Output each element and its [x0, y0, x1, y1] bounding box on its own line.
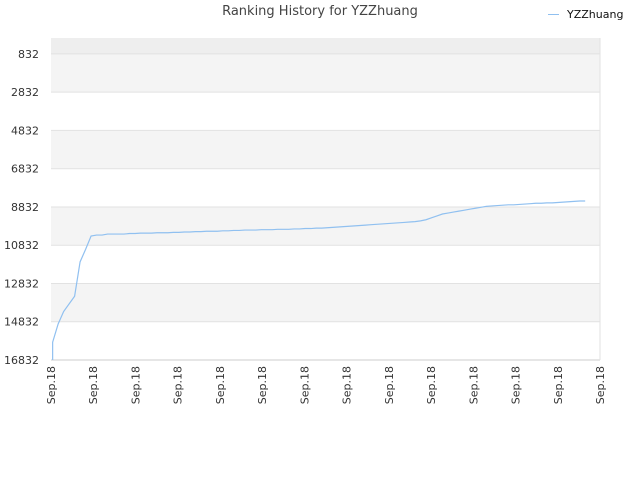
y-tick-label: 832: [18, 48, 39, 61]
plot-band: [51, 38, 600, 54]
plot-band: [51, 168, 600, 207]
x-tick-label: Sep.18: [129, 366, 142, 404]
x-tick-label: Sep.18: [256, 366, 269, 404]
plot-band: [51, 130, 600, 169]
x-tick-label: Sep.18: [383, 366, 396, 404]
axes: [51, 38, 601, 361]
y-tick-label: 8832: [11, 201, 39, 214]
x-tick-label: Sep.18: [467, 366, 480, 404]
plot-band: [51, 321, 600, 360]
x-tick-label: Sep.18: [425, 366, 438, 404]
x-tick-label: Sep.18: [45, 366, 58, 404]
series: [52, 200, 586, 360]
x-tick-label: Sep.18: [594, 366, 607, 404]
series-line: [52, 200, 586, 360]
x-tick-label: Sep.18: [341, 366, 354, 404]
y-tick-label: 16832: [4, 354, 39, 367]
x-tick-label: Sep.18: [172, 366, 185, 404]
y-tick-label: 2832: [11, 86, 39, 99]
x-tick-label: Sep.18: [298, 366, 311, 404]
y-tick-label: 4832: [11, 124, 39, 137]
x-tick-label: Sep.18: [87, 366, 100, 404]
y-tick-label: 14832: [4, 316, 39, 329]
y-tick-label: 10832: [4, 239, 39, 252]
x-tick-label: Sep.18: [510, 366, 523, 404]
legend: YZZhuang: [548, 8, 623, 21]
plot-band: [51, 53, 600, 93]
legend-line-icon: [548, 14, 559, 15]
x-tick-labels: Sep.18 Sep.18 Sep.18 Sep.18 Sep.18 Sep.18 Sep.…: [45, 366, 607, 404]
plot-band: [51, 283, 600, 322]
x-tick-label: Sep.18: [552, 366, 565, 404]
legend-label: YZZhuang: [567, 8, 624, 21]
y-tick-labels: 832 2832 4832 6832 8832 10832 12832 14832 16832: [4, 48, 39, 367]
x-tick-label: Sep.18: [214, 366, 227, 404]
plot-bands: [51, 38, 600, 360]
y-tick-label: 6832: [11, 163, 39, 176]
y-tick-label: 12832: [4, 277, 39, 290]
plot-band: [51, 206, 600, 246]
chart-title: Ranking History for YZZhuang: [222, 4, 418, 19]
plot-band: [51, 92, 600, 131]
plot-band: [51, 245, 600, 284]
